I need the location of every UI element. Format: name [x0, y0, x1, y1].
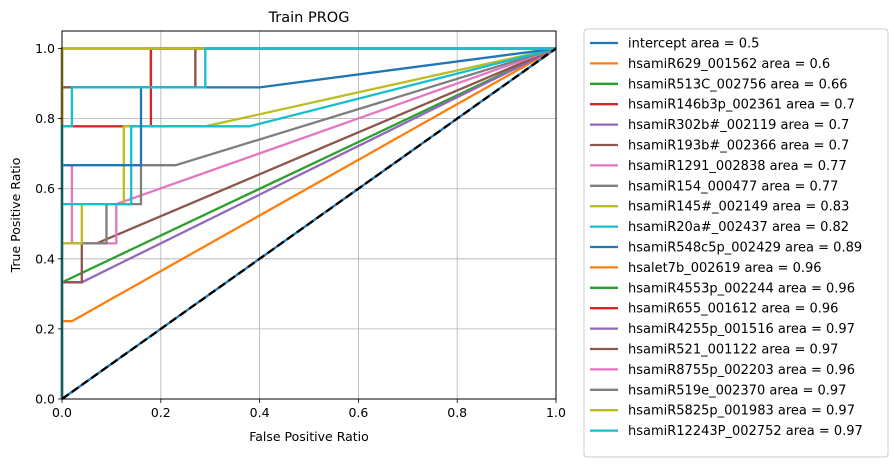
- y-tick-label: 0.0: [35, 392, 55, 407]
- legend-label: hsamiR519e_002370 area = 0.97: [628, 383, 846, 398]
- x-tick-label: 0.2: [151, 405, 171, 420]
- legend-label: hsamiR145#_002149 area = 0.83: [628, 200, 849, 215]
- legend-label: hsalet7b_002619 area = 0.96: [628, 261, 822, 276]
- y-tick-label: 0.8: [35, 111, 55, 126]
- legend: intercept area = 0.5 hsamiR629_001562 are…: [583, 28, 889, 458]
- legend-label: intercept area = 0.5: [628, 37, 759, 52]
- y-tick-label: 0.6: [35, 181, 55, 196]
- x-tick-label: 0.8: [447, 405, 467, 420]
- x-axis-label: False Positive Ratio: [249, 429, 369, 444]
- legend-label: hsamiR8755p_002203 area = 0.96: [628, 363, 855, 378]
- x-tick-label: 0.0: [52, 405, 72, 420]
- legend-label: hsamiR655_001612 area = 0.96: [628, 302, 838, 317]
- legend-label: hsamiR5825p_001983 area = 0.97: [628, 404, 855, 419]
- legend-label: hsamiR4255p_001516 area = 0.97: [628, 322, 855, 337]
- legend-label: hsamiR513C_002756 area = 0.66: [628, 77, 848, 92]
- legend-label: hsamiR302b#_002119 area = 0.7: [628, 118, 849, 133]
- legend-label: hsamiR154_000477 area = 0.77: [628, 179, 838, 194]
- plot-area: [62, 31, 556, 399]
- y-axis-label: True Positive Ratio: [8, 158, 23, 274]
- y-tick-label: 0.2: [35, 321, 55, 336]
- diagonal-reference-line: [61, 47, 557, 400]
- x-tick-label: 0.4: [250, 405, 270, 420]
- chart-title: Train PROG: [268, 10, 350, 26]
- legend-label: hsamiR193b#_002366 area = 0.7: [628, 139, 849, 154]
- legend-label: hsamiR548c5p_002429 area = 0.89: [628, 241, 862, 256]
- legend-frame: [583, 28, 889, 458]
- y-tick-label: 1.0: [35, 41, 55, 56]
- legend-label: hsamiR629_001562 area = 0.6: [628, 57, 830, 72]
- y-tick-label: 0.4: [35, 251, 55, 266]
- legend-label: hsamiR521_001122 area = 0.97: [628, 343, 838, 358]
- legend-label: hsamiR20a#_002437 area = 0.82: [628, 220, 849, 235]
- x-tick-label: 1.0: [546, 405, 566, 420]
- x-tick-label: 0.6: [348, 405, 368, 420]
- ticks: 0.0 0.2 0.4 0.6 0.8 1.0 0.0 0.2 0.4 0.6 0.8 1.0: [35, 41, 566, 420]
- legend-label: hsamiR1291_002838 area = 0.77: [628, 159, 847, 174]
- legend-label: hsamiR146b3p_002361 area = 0.7: [628, 98, 855, 113]
- plot-frame: [61, 30, 557, 400]
- legend-label: hsamiR12243P_002752 area = 0.97: [628, 424, 863, 439]
- legend-label: hsamiR4553p_002244 area = 0.96: [628, 281, 855, 296]
